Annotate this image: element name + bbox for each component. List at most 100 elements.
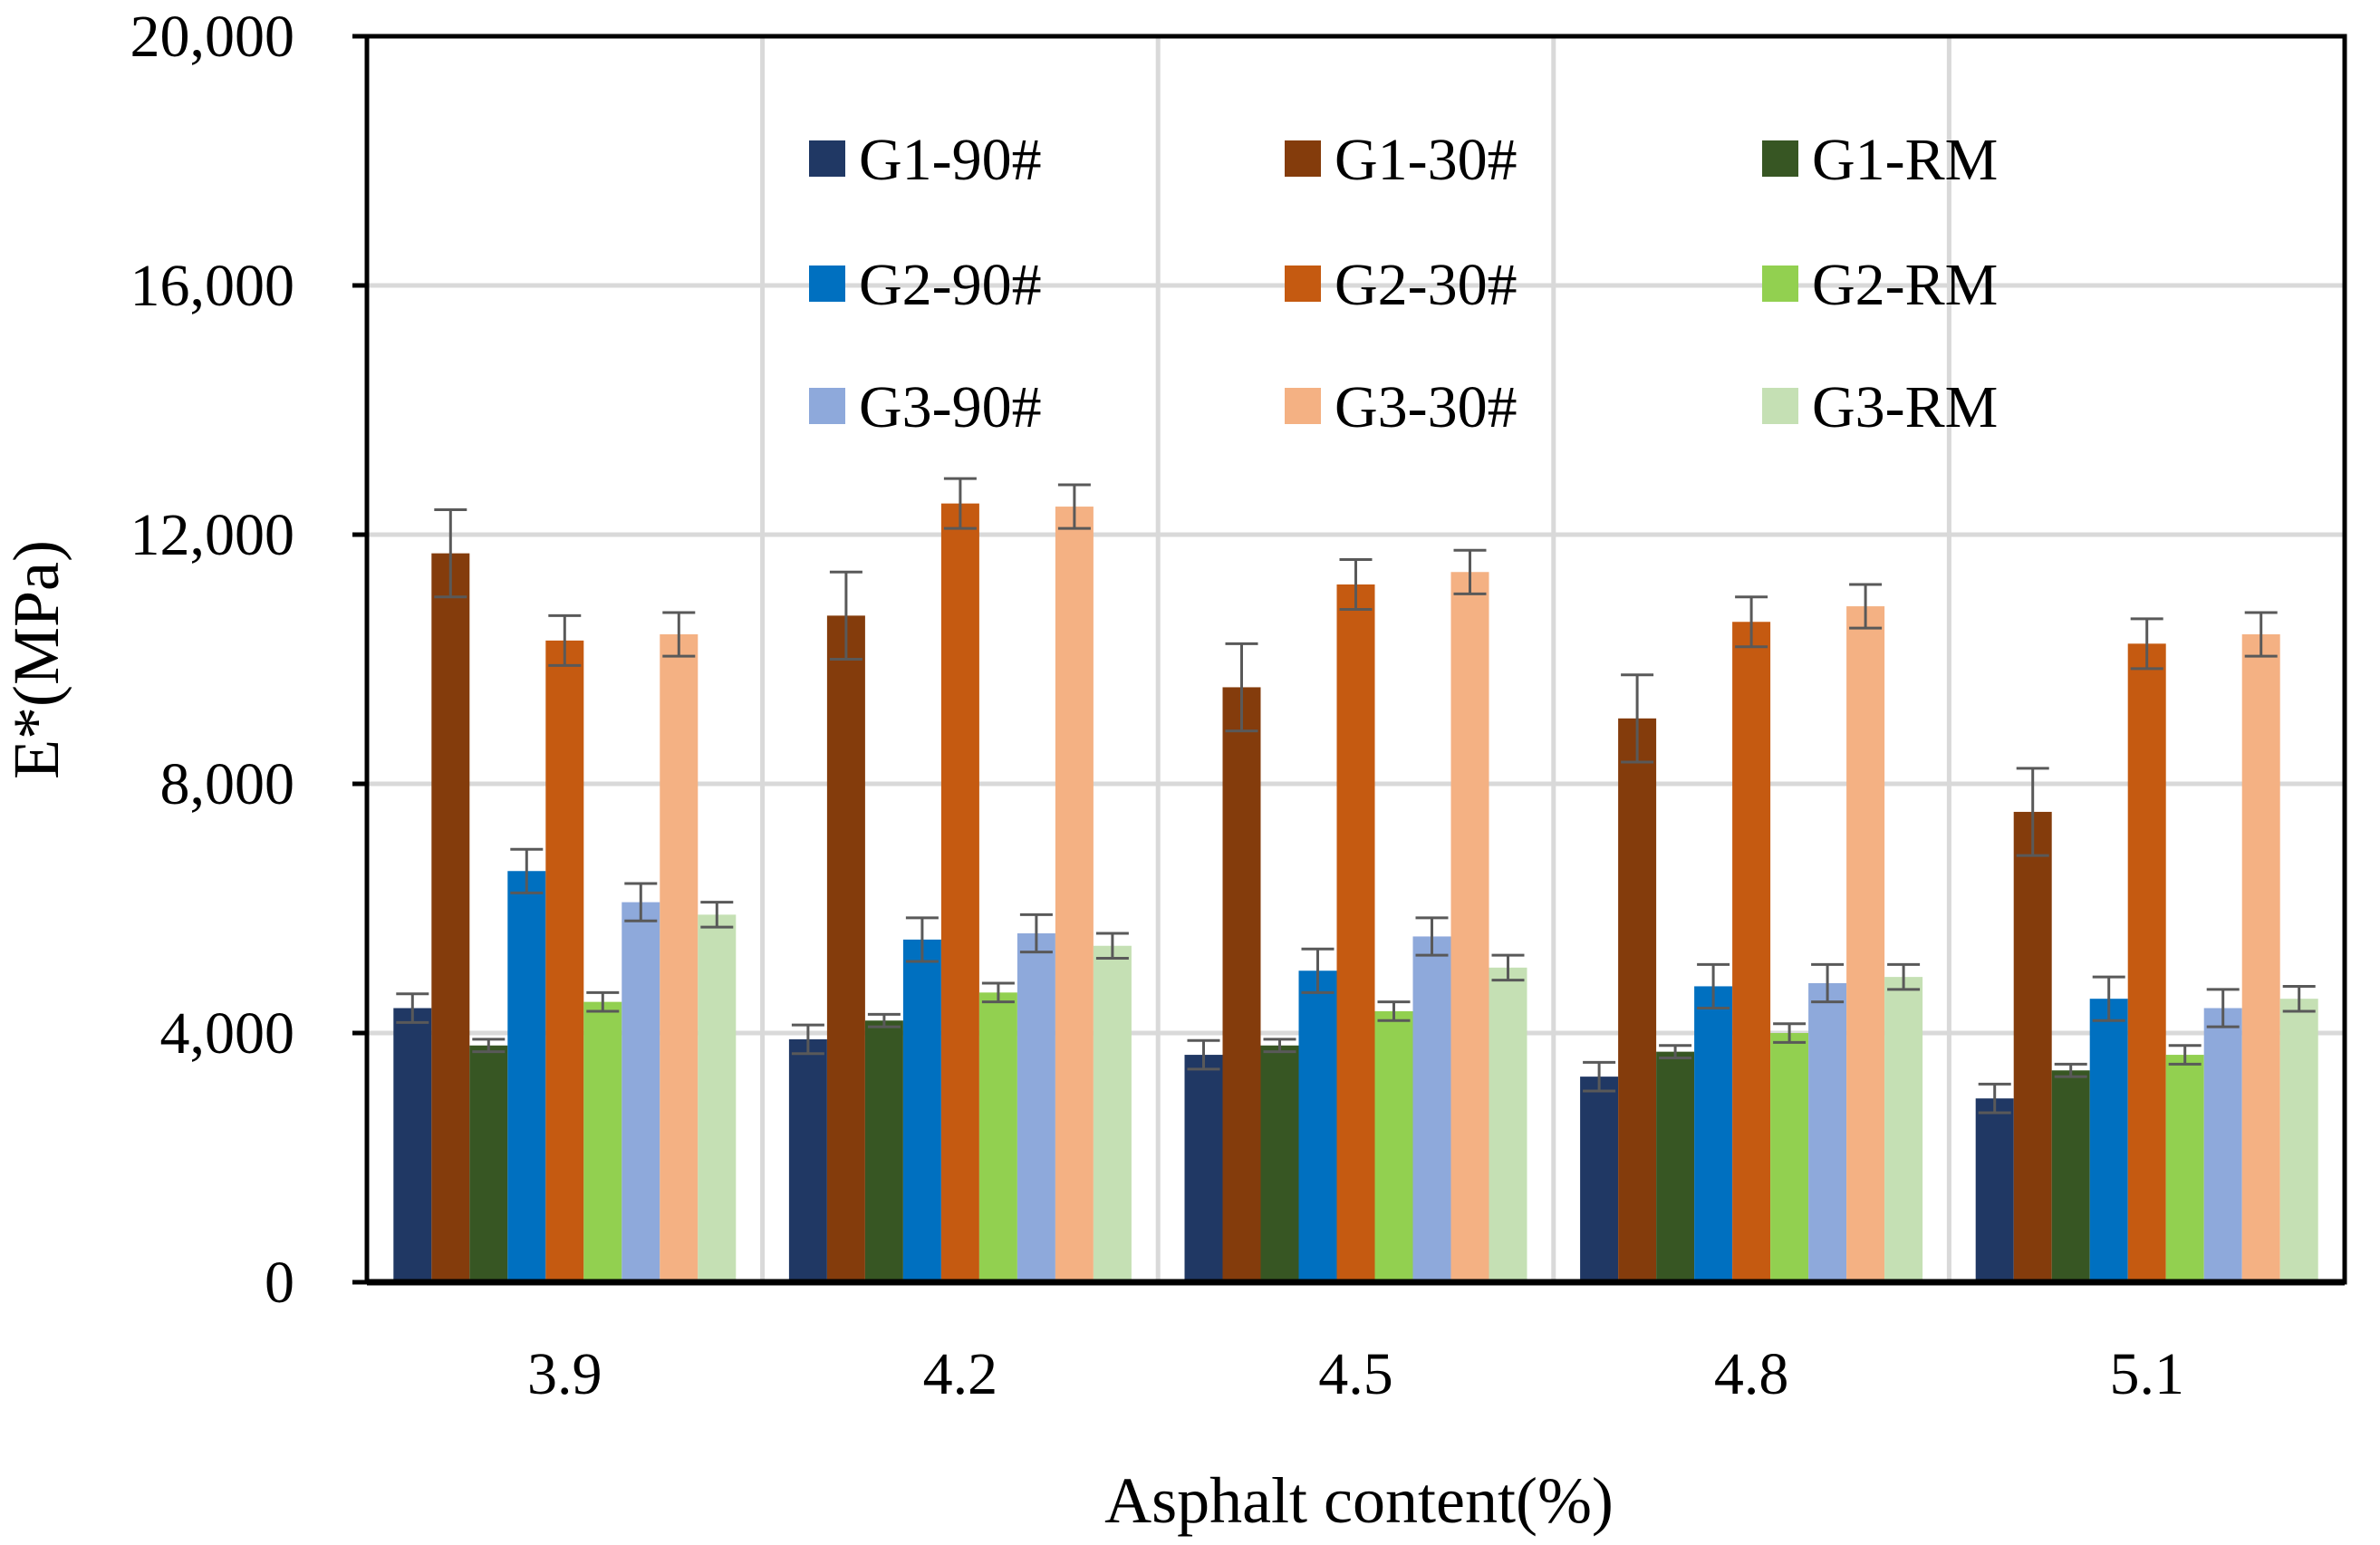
bar-g1-90-5-1 [1975, 1098, 2014, 1282]
bar-g2-30-3-9 [545, 640, 584, 1282]
bar-g2-rm-5-1 [2165, 1055, 2204, 1282]
bar-g1-rm-5-1 [2051, 1070, 2090, 1282]
error-bars [396, 477, 2316, 1115]
legend-item-g2-rm: G2-RM [1762, 252, 1998, 318]
error-bar [981, 981, 1015, 1004]
error-bar [1339, 558, 1373, 611]
error-bar [2054, 1062, 2087, 1078]
error-bar [434, 508, 467, 599]
legend-swatch [1285, 140, 1321, 177]
legend-swatch [1762, 266, 1798, 302]
error-bar [1453, 548, 1487, 595]
error-bar [1773, 1022, 1807, 1044]
bar-g3-90-5-1 [2203, 1008, 2242, 1282]
error-bar [586, 990, 620, 1013]
error-bar [472, 1038, 506, 1054]
bar-g1-30-4-8 [1618, 718, 1657, 1282]
legend: G1-90# G1-30# G1-RM G2-90# G2-30# G2-RM G3-90#… [809, 127, 1998, 440]
x-tick-label: 4.2 [923, 1341, 998, 1407]
error-bar [2282, 984, 2316, 1013]
bar-g1-90-4-5 [1184, 1055, 1223, 1282]
error-bar [1978, 1082, 2011, 1115]
legend-label: G3-RM [1812, 374, 1998, 440]
bar-g1-30-5-1 [2013, 811, 2052, 1282]
bar-g3-rm-3-9 [698, 914, 737, 1282]
bar-g3-30-4-5 [1450, 572, 1489, 1282]
error-bar [510, 847, 544, 894]
legend-item-g1-30: G1-30# [1285, 127, 1518, 193]
bar-g1-90-3-9 [393, 1008, 432, 1282]
bar-g1-90-4-8 [1580, 1077, 1619, 1282]
error-bar [1057, 483, 1091, 530]
error-bar [548, 613, 582, 667]
error-bar [1735, 595, 1768, 649]
legend-label: G3-30# [1335, 374, 1518, 440]
axes [352, 34, 2347, 1286]
bar-g1-90-4-2 [788, 1038, 827, 1282]
legend-swatch [809, 140, 845, 177]
error-bar [1019, 913, 1053, 954]
error-bar [624, 882, 658, 922]
error-bar [2244, 611, 2278, 658]
error-bar [2206, 988, 2240, 1028]
legend-swatch [809, 388, 845, 424]
error-bar [1095, 932, 1129, 960]
error-bar [1225, 642, 1258, 733]
bar-g3-rm-4-8 [1884, 977, 1923, 1282]
bar-g3-rm-4-5 [1489, 967, 1527, 1282]
error-bar [1263, 1038, 1296, 1054]
bar-g2-rm-3-9 [583, 1001, 622, 1282]
bar-g2-90-5-1 [2089, 999, 2128, 1282]
error-bar [396, 992, 429, 1024]
error-bar [2168, 1044, 2202, 1066]
bar-g2-90-3-9 [507, 871, 546, 1282]
error-bar [1621, 673, 1654, 764]
error-bar [2016, 767, 2049, 857]
legend-swatch [1285, 266, 1321, 302]
bar-g2-rm-4-2 [978, 992, 1017, 1282]
y-axis-label: E*(MPa) [0, 540, 72, 779]
y-tick-label: 16,000 [130, 253, 295, 319]
error-bar [1415, 916, 1449, 957]
bar-g3-90-4-2 [1017, 933, 1055, 1282]
bar-g3-90-4-5 [1412, 936, 1451, 1282]
bar-g1-rm-4-2 [864, 1020, 903, 1282]
legend-label: G1-90# [859, 127, 1042, 193]
y-tick-label: 0 [265, 1250, 294, 1316]
error-bar [905, 916, 939, 963]
legend-item-g3-90: G3-90# [809, 374, 1042, 440]
error-bar [1301, 947, 1335, 994]
bar-g1-30-4-5 [1222, 687, 1261, 1282]
error-bar [1491, 953, 1525, 982]
legend-item-g1-rm: G1-RM [1762, 127, 1998, 193]
bar-g3-30-4-2 [1055, 507, 1094, 1282]
error-bar [829, 570, 862, 661]
bar-g1-30-3-9 [431, 553, 470, 1282]
x-tick-label: 4.8 [1714, 1341, 1789, 1407]
bar-g1-rm-4-8 [1656, 1051, 1695, 1282]
legend-item-g2-90: G2-90# [809, 252, 1042, 318]
bar-g2-90-4-5 [1298, 970, 1337, 1282]
bar-g2-rm-4-8 [1770, 1033, 1809, 1282]
x-tick-label: 4.5 [1318, 1341, 1393, 1407]
y-tick-label: 8,000 [160, 751, 295, 817]
legend-item-g3-rm: G3-RM [1762, 374, 1998, 440]
legend-swatch [1762, 388, 1798, 424]
bar-g2-90-4-2 [902, 939, 941, 1282]
legend-label: G1-30# [1335, 127, 1518, 193]
bar-g2-30-4-8 [1732, 622, 1771, 1282]
x-tick-labels: 3.9 4.2 4.5 4.8 5.1 [527, 1341, 2184, 1407]
error-bar [1849, 583, 1883, 630]
x-tick-label: 3.9 [527, 1341, 602, 1407]
legend-swatch [1762, 140, 1798, 177]
bar-g3-rm-5-1 [2279, 999, 2318, 1282]
bar-g2-30-5-1 [2127, 643, 2166, 1282]
bar-g3-90-3-9 [621, 902, 660, 1282]
error-bar [1187, 1038, 1220, 1071]
bar-g1-rm-4-5 [1260, 1045, 1299, 1282]
error-bar [1659, 1044, 1692, 1059]
error-bar [1811, 962, 1845, 1004]
bar-g3-90-4-8 [1808, 983, 1847, 1282]
